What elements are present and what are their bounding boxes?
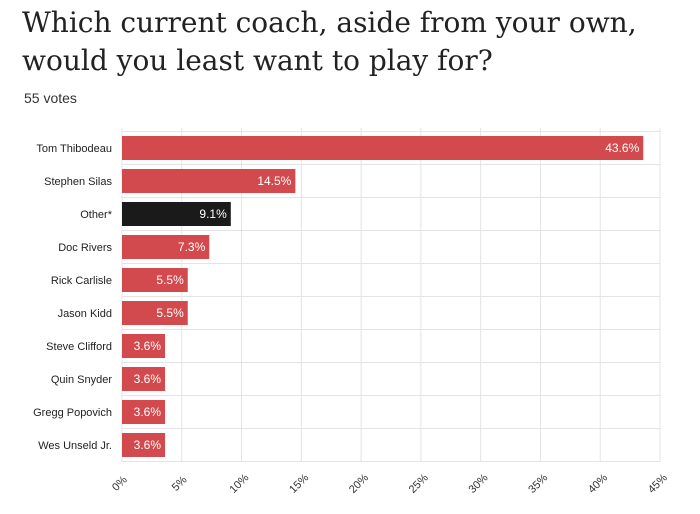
category-label: Doc Rivers [58, 242, 112, 254]
bar [122, 433, 166, 457]
bar [122, 268, 188, 292]
x-tick-label: 40% [586, 472, 610, 496]
category-label: Quin Snyder [51, 374, 112, 386]
bar [122, 202, 231, 226]
data-label: 3.6% [134, 438, 162, 452]
data-label: 3.6% [134, 405, 162, 419]
data-label: 14.5% [257, 174, 291, 188]
bars: 43.6% 14.5% 9.1% 7.3% 5.5% 5.5% 3.6% 3.6% 3.6% 3.… [122, 136, 644, 457]
vote-count: 55 votes [24, 90, 77, 106]
category-label: Rick Carlisle [51, 275, 112, 287]
category-label: Other* [80, 209, 113, 221]
category-label: Tom Thibodeau [36, 143, 112, 155]
category-label: Steve Clifford [46, 341, 112, 353]
x-tick-label: 5% [170, 474, 190, 494]
gridlines [121, 128, 661, 462]
data-label: 9.1% [199, 207, 227, 221]
data-label: 3.6% [134, 339, 162, 353]
x-tick-label: 35% [526, 472, 550, 496]
category-label: Jason Kidd [58, 308, 112, 320]
x-tick-label: 0% [110, 474, 130, 494]
data-label: 3.6% [134, 372, 162, 386]
bar [122, 136, 644, 160]
chart-title: Which current coach, aside from your own… [22, 6, 637, 77]
x-tick-label: 15% [287, 472, 311, 496]
x-tick-label: 30% [467, 472, 491, 496]
bar [122, 169, 296, 193]
category-labels: Tom Thibodeau Stephen Silas Other* Doc Rive… [33, 143, 113, 452]
category-label: Wes Unseld Jr. [38, 440, 112, 452]
bar [122, 334, 166, 358]
data-label: 5.5% [156, 273, 184, 287]
data-label: 43.6% [605, 141, 639, 155]
category-label: Stephen Silas [44, 176, 112, 188]
bar [122, 235, 210, 259]
category-label: Gregg Popovich [33, 407, 112, 419]
x-tick-label: 10% [227, 472, 251, 496]
x-tick-label: 20% [347, 472, 371, 496]
bar [122, 400, 166, 424]
x-tick-label: 25% [407, 472, 431, 496]
data-label: 5.5% [156, 306, 184, 320]
bar [122, 301, 188, 325]
x-axis-ticks: 0% 5% 10% 15% 20% 25% 30% 35% 40% 45% [110, 472, 670, 496]
x-tick-label: 45% [646, 472, 670, 496]
bar [122, 367, 166, 391]
data-label: 7.3% [178, 240, 206, 254]
